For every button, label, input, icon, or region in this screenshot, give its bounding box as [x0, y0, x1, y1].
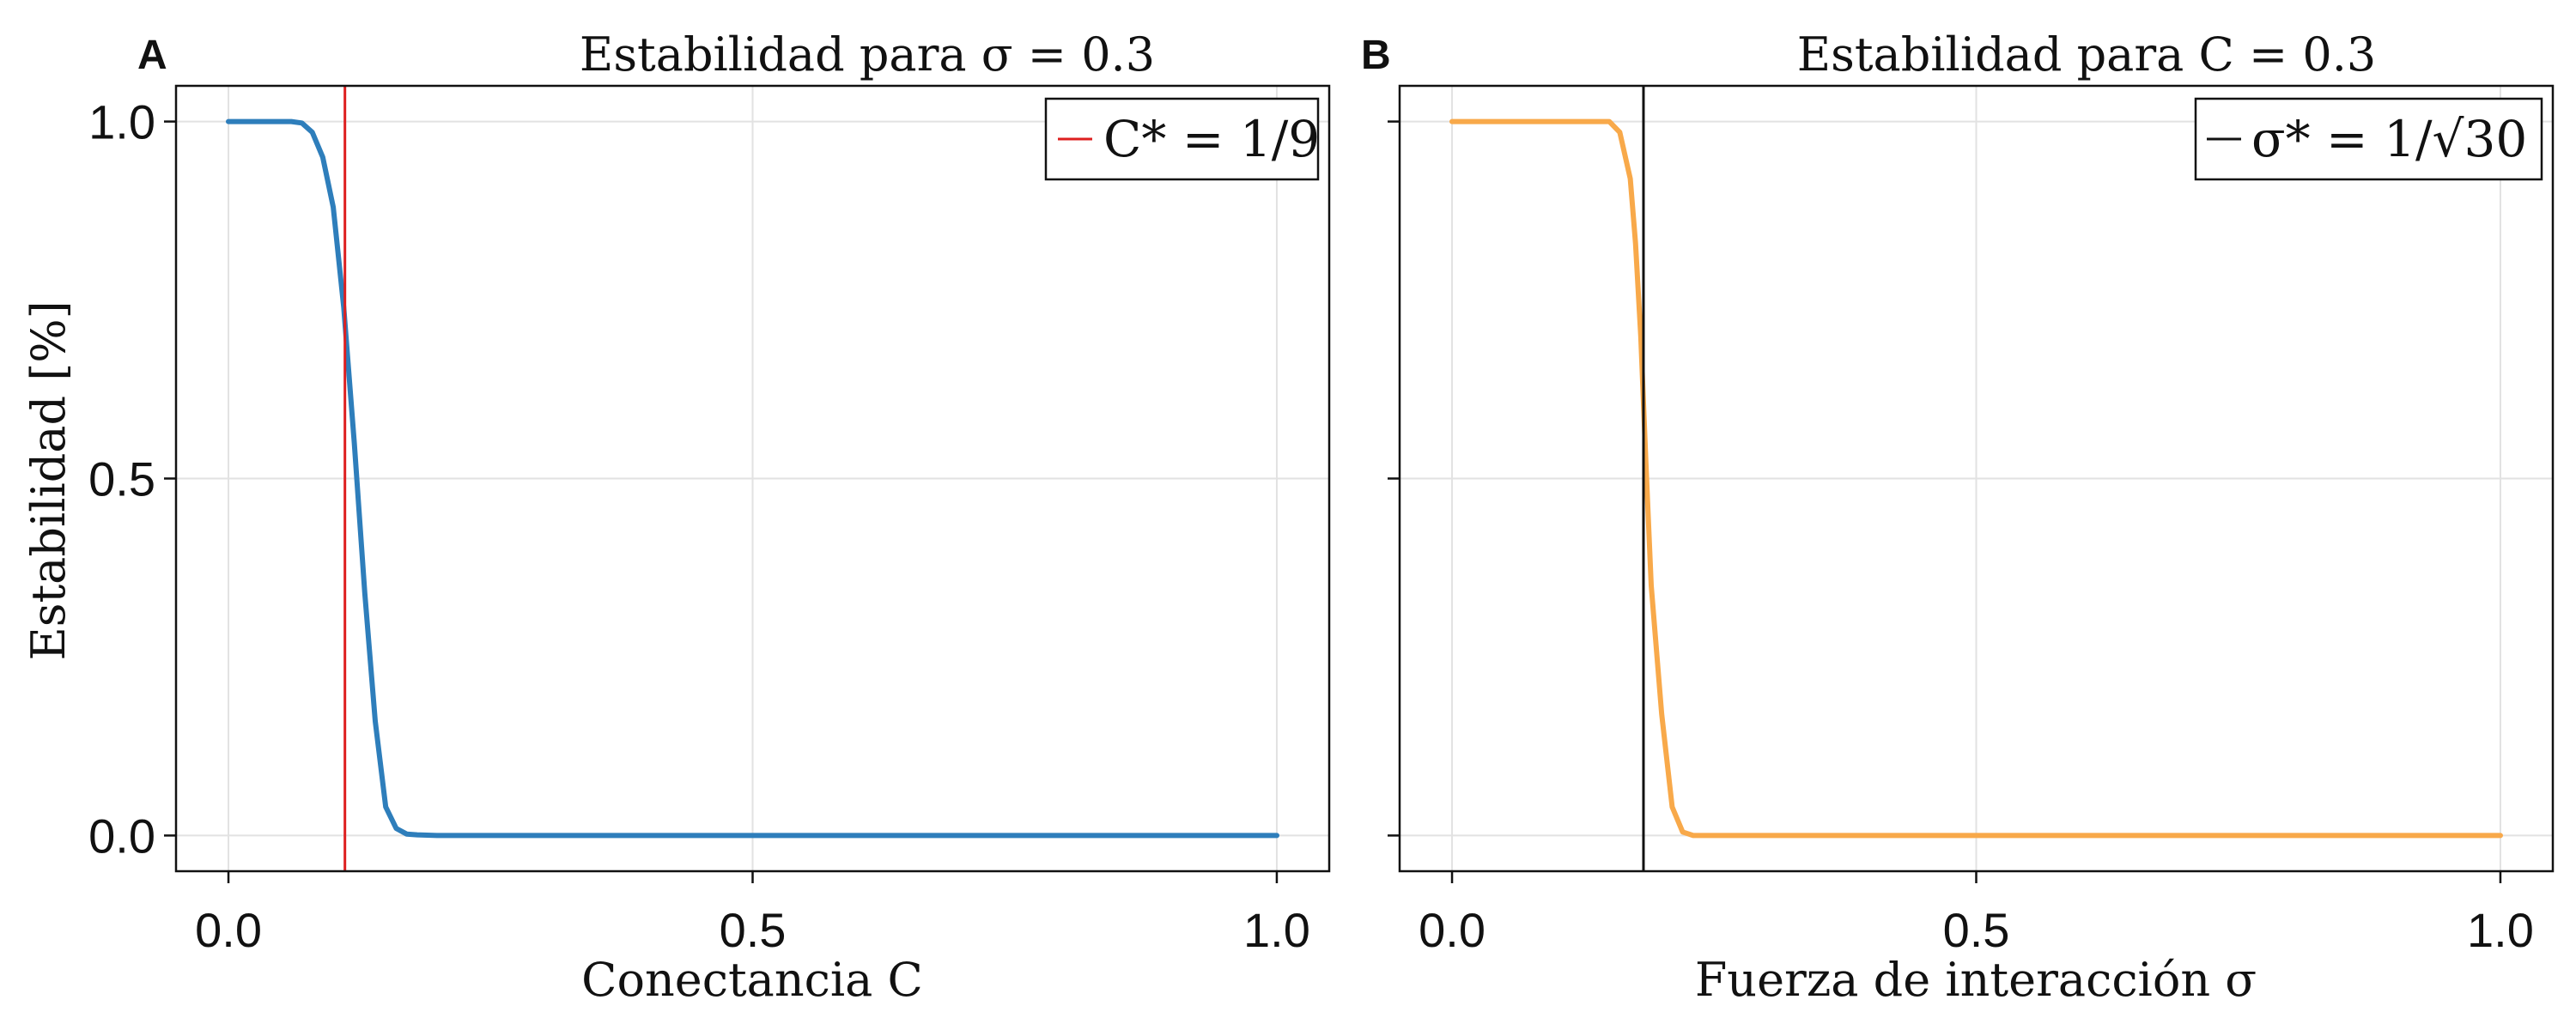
x-tick-label: 0.0 [1419, 903, 1485, 957]
panel-b-legend-box [2194, 97, 2543, 181]
x-tick-label: 0.5 [1943, 903, 2010, 957]
panel-b-legend: σ* = 1/√30 [2194, 97, 2543, 181]
y-tick-label: 0.5 [88, 452, 155, 506]
panel-b-legend-label: σ* = 1/√30 [2251, 110, 2527, 168]
panel-a-x-axis-label: Conectancia C [581, 953, 923, 1007]
panel-b-series [1449, 118, 2503, 839]
y-tick-label: 0.0 [88, 809, 155, 863]
panel-b-ticks: 0.0 0.5 1.0 [1388, 120, 2534, 957]
x-tick-label: 0.5 [720, 903, 787, 957]
panel-a-ticks: 0.0 0.5 1.0 0.0 0.5 1.0 [88, 95, 1310, 957]
y-axis-label: Estabilidad [%] [21, 300, 76, 660]
panel-a: A Estabilidad para σ = 0.3 0.0 0.5 1.00.00… [21, 27, 1331, 1007]
panel-a-grid [176, 86, 1329, 871]
series-line [226, 118, 1279, 839]
panel-b-x-axis-label: Fuerza de interacción σ [1695, 953, 2257, 1007]
y-tick-label: 1.0 [88, 95, 155, 149]
series-line [1449, 118, 2503, 839]
panel-a-legend: C* = 1/9 [1044, 97, 1320, 181]
panel-b-letter: B [1361, 33, 1391, 78]
panel-b: B Estabilidad para C = 0.3 0.0 0.5 1.0 Fue… [1361, 27, 2555, 1007]
x-tick-label: 1.0 [1243, 903, 1310, 957]
panel-a-series [226, 118, 1279, 839]
x-tick-label: 0.0 [195, 903, 262, 957]
panel-a-letter: A [137, 33, 167, 78]
panel-a-title: Estabilidad para σ = 0.3 [580, 27, 1155, 82]
panel-b-grid [1400, 86, 2553, 871]
panel-b-title: Estabilidad para C = 0.3 [1797, 27, 2377, 82]
x-tick-label: 1.0 [2467, 903, 2534, 957]
panel-a-legend-label: C* = 1/9 [1103, 110, 1320, 168]
